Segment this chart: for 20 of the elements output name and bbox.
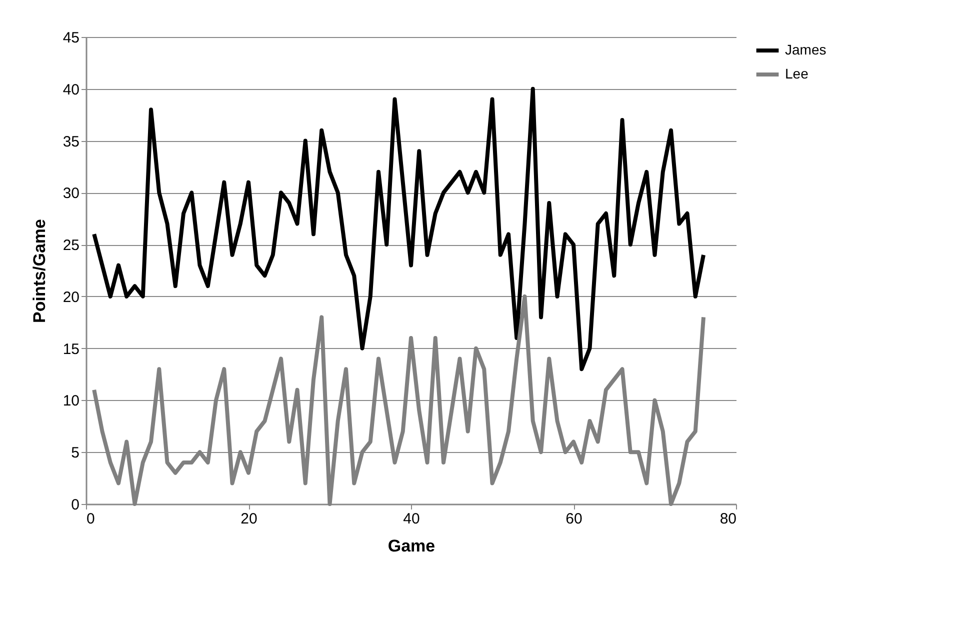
y-tick-label: 35 bbox=[62, 133, 80, 150]
y-tick-label: 10 bbox=[62, 392, 80, 410]
y-tick-label: 5 bbox=[71, 444, 80, 462]
y-tick-label: 40 bbox=[62, 81, 80, 98]
x-axis-title: Game bbox=[388, 536, 436, 556]
y-tick-label: 0 bbox=[71, 496, 80, 514]
x-tick-label: 20 bbox=[240, 510, 258, 528]
legend-label: Lee bbox=[785, 66, 809, 82]
x-tick-label: 0 bbox=[86, 510, 95, 528]
y-axis-title: Points/Game bbox=[30, 219, 49, 323]
y-tick-label: 25 bbox=[62, 237, 80, 254]
x-tick-label: 80 bbox=[720, 510, 736, 528]
y-tick-label: 20 bbox=[62, 288, 80, 306]
y-tick-label: 15 bbox=[62, 340, 80, 358]
x-tick-label: 60 bbox=[566, 510, 582, 528]
y-tick-label: 30 bbox=[62, 185, 80, 202]
line-series bbox=[92, 86, 706, 372]
y-tick-label: 45 bbox=[62, 30, 80, 46]
legend-label: James bbox=[785, 42, 826, 58]
x-tick-label: 40 bbox=[403, 510, 420, 528]
